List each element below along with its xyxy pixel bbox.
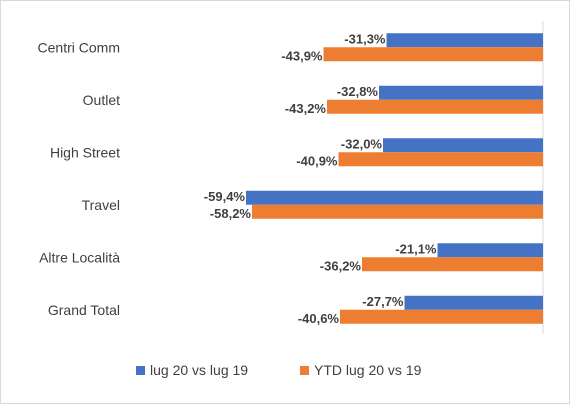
category-label: Grand Total xyxy=(48,302,120,318)
data-label: -43,2% xyxy=(285,101,327,116)
data-label: -31,3% xyxy=(344,31,386,46)
bar-ytd xyxy=(323,47,543,62)
category-label: Altre Località xyxy=(39,249,120,265)
bar-monthly xyxy=(383,138,543,153)
bar-monthly xyxy=(379,85,543,100)
bars-layer xyxy=(246,33,543,324)
data-label: -32,8% xyxy=(337,84,379,99)
data-label: -27,7% xyxy=(362,294,404,309)
legend-label: YTD lug 20 vs 19 xyxy=(314,362,422,378)
data-label: -43,9% xyxy=(281,48,323,63)
legend-swatch xyxy=(300,366,309,375)
category-label: Centri Comm xyxy=(38,39,120,55)
data-label: -40,9% xyxy=(296,153,338,168)
bar-ytd xyxy=(338,152,543,167)
category-label: High Street xyxy=(50,144,120,160)
bar-monthly xyxy=(246,190,543,205)
legend-swatch xyxy=(136,366,145,375)
data-label: -32,0% xyxy=(341,136,383,151)
category-labels: Centri Comm Outlet High Street Travel Altre … xyxy=(38,39,121,318)
data-labels: -31,3% -43,9% -32,8% -43,2% -32,0%-40,9% -59,… xyxy=(204,31,437,326)
bar-monthly xyxy=(404,295,543,310)
data-label: -21,1% xyxy=(395,241,437,256)
legend-label: lug 20 vs lug 19 xyxy=(150,362,248,378)
data-label: -59,4% xyxy=(204,189,246,204)
category-label: Travel xyxy=(82,197,120,213)
bar-ytd xyxy=(362,257,543,272)
category-label: Outlet xyxy=(83,92,120,108)
data-label: -40,6% xyxy=(298,311,340,326)
data-label: -58,2% xyxy=(210,206,252,221)
bar-ytd xyxy=(327,99,543,114)
bar-ytd xyxy=(340,309,543,324)
bar-monthly xyxy=(386,33,543,48)
bar-monthly xyxy=(437,243,543,258)
bar-ytd xyxy=(252,204,543,219)
data-label: -36,2% xyxy=(320,258,362,273)
legend: lug 20 vs lug 19 YTD lug 20 vs 19 xyxy=(136,362,422,378)
